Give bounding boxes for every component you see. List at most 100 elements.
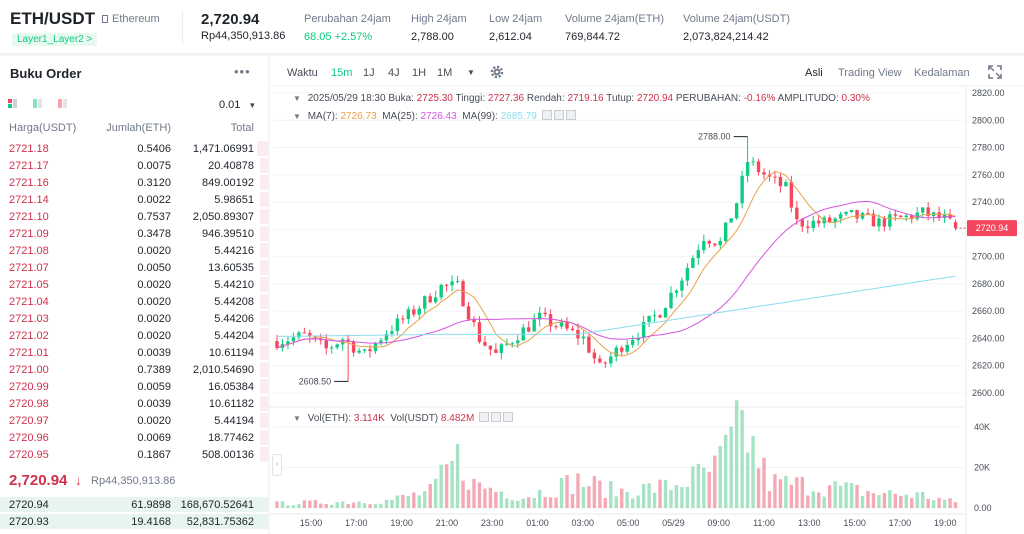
volume-bar [762,457,766,508]
candle-body [625,344,629,352]
row-total: 10.61194 [208,347,254,359]
candle-body [384,333,389,341]
depth-bar [259,294,268,309]
row-total: 5.98651 [214,194,254,206]
candle-body [614,347,618,357]
ask-row[interactable]: 2721.14 0.0022 5.98651 [0,191,268,208]
ask-row[interactable]: 2721.16 0.3120 849.00192 [0,174,268,191]
price-tick-label: 2600.00 [972,388,1005,398]
ask-row[interactable]: 2721.04 0.0020 5.44208 [0,293,268,310]
settings-icon[interactable] [491,412,502,422]
ask-row[interactable]: 2720.98 0.0039 10.61182 [0,395,268,412]
volume-bar [401,494,405,508]
ask-row[interactable]: 2720.97 0.0020 5.44194 [0,412,268,429]
view-original[interactable]: Asli [805,67,823,79]
both-sides-view-icon[interactable] [8,99,18,109]
candle-body [390,331,394,334]
volume-bar [335,502,339,508]
ask-row[interactable]: 2721.00 0.7389 2,010.54690 [0,361,268,378]
volume-bar [384,499,389,508]
ask-row[interactable]: 2721.07 0.0050 13.60535 [0,259,268,276]
interval-dropdown-icon[interactable]: ▼ [467,68,475,77]
more-dots-icon[interactable]: ••• [234,64,251,79]
pair-symbol[interactable]: ETH/USDT [10,9,95,28]
row-amount: 0.0075 [137,160,171,172]
ask-row[interactable]: 2721.03 0.0020 5.44206 [0,310,268,327]
bids-only-view-icon[interactable] [33,99,43,109]
volume-bar [576,473,580,508]
volume-bar [849,483,854,508]
settings-icon[interactable] [553,110,564,120]
candlestick-chart[interactable]: 2820.00 2800.00 2780.00 2760.00 2740.00 2720.… [270,56,1024,534]
volume-bar [811,491,815,508]
ask-row[interactable]: 2721.18 0.5406 1,471.06991 [0,140,268,157]
expand-icon[interactable] [988,65,1002,82]
row-amount: 0.0039 [137,398,171,410]
asks-only-view-icon[interactable] [58,99,68,109]
eye-icon[interactable] [479,412,490,422]
row-price: 2720.95 [9,449,49,461]
row-amount: 0.5406 [137,143,171,155]
collapse-icon[interactable]: ▼ [293,112,301,121]
collapse-icon[interactable]: ▼ [293,94,301,103]
candle-body [527,327,531,332]
row-total: 5.44216 [214,245,254,257]
pair-full-name[interactable]: Ethereum [102,13,160,25]
ask-row[interactable]: 2721.08 0.0020 5.44216 [0,242,268,259]
candle-body [587,336,591,353]
volume-bar [461,480,465,508]
bid-row[interactable]: 2720.94 61.9898 168,670.52641 [0,496,268,513]
depth-bar [259,243,268,258]
precision-select[interactable]: 0.01 ▼ [219,99,256,111]
eye-icon[interactable] [541,110,552,120]
ask-row[interactable]: 2720.96 0.0069 18.77462 [0,429,268,446]
bid-row[interactable]: 2720.93 19.4168 52,831.75362 [0,513,268,530]
interval-1m[interactable]: 1M [437,67,453,79]
candle-body [286,341,290,345]
row-total: 18.77462 [208,432,254,444]
ma99-line [276,275,956,337]
volume-bar [778,479,783,508]
interval-4j[interactable]: 4J [388,67,400,79]
interval-15m[interactable]: 15m [331,67,353,79]
time-tick-label: 05:00 [617,518,640,528]
ask-row[interactable]: 2720.95 0.1867 508.00136 [0,446,268,463]
stat-volume-usdt: Volume 24jam(USDT) 2,073,824,214.42 [683,13,790,43]
interval-1h[interactable]: 1H [412,67,427,79]
volume-bar [740,410,744,508]
price-tick-label: 2620.00 [972,361,1005,371]
category-tag[interactable]: Layer1_Layer2 > [12,33,98,46]
ask-row[interactable]: 2721.05 0.0020 5.44210 [0,276,268,293]
close-icon[interactable] [503,412,514,422]
legend-high: 2727.36 [487,93,525,104]
close-icon[interactable] [565,110,576,120]
ask-row[interactable]: 2721.10 0.7537 2,050.89307 [0,208,268,225]
volume-bar [570,493,575,508]
candle-body [953,222,958,229]
document-icon [102,15,108,23]
volume-bar [527,497,531,508]
volume-bar [450,460,454,508]
collapse-icon[interactable]: ▼ [293,414,301,423]
view-depth[interactable]: Kedalaman [914,67,970,79]
chevron-right-icon[interactable]: › [272,454,282,476]
gear-icon[interactable] [490,65,504,82]
ask-row[interactable]: 2721.09 0.3478 946.39510 [0,225,268,242]
legend-open-label: Buka: [388,93,414,104]
ask-row[interactable]: 2721.01 0.0039 10.61194 [0,344,268,361]
row-total: 2,010.54690 [192,364,254,376]
candle-body [696,250,701,259]
interval-1j[interactable]: 1J [363,67,375,79]
ask-row[interactable]: 2721.17 0.0075 20.40878 [0,157,268,174]
row-total: 5.44204 [214,330,254,342]
ask-row[interactable]: 2721.02 0.0020 5.44204 [0,327,268,344]
depth-bar [259,430,268,445]
candle-body [417,308,421,315]
view-trading-view[interactable]: Trading View [838,67,902,79]
candle-body [849,209,854,212]
candle-body [680,280,684,291]
ask-row[interactable]: 2720.99 0.0059 16.05384 [0,378,268,395]
volume-bar [417,495,421,508]
volume-bar [439,464,443,508]
volume-bar [275,501,279,508]
